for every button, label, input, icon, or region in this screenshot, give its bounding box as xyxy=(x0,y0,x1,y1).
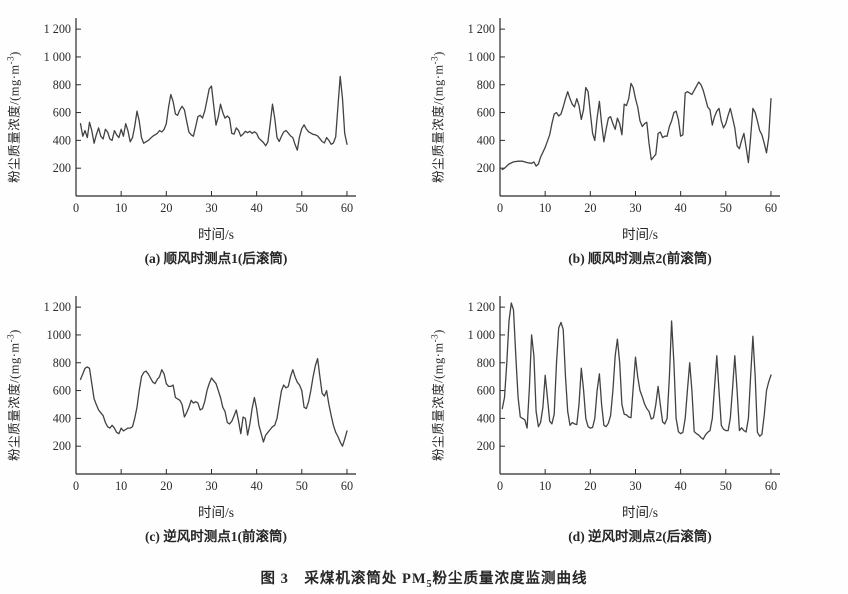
svg-text:20: 20 xyxy=(584,201,596,215)
svg-text:40: 40 xyxy=(251,201,263,215)
svg-text:800: 800 xyxy=(53,356,71,370)
svg-text:200: 200 xyxy=(477,161,495,175)
svg-text:200: 200 xyxy=(477,439,495,453)
y-axis-label-suffix: ) xyxy=(431,51,446,56)
svg-text:600: 600 xyxy=(477,106,495,120)
plot-column-a: 200 400 600 800 1 000 1 200 0 10 20 30 40 50 60 时间/s… xyxy=(26,12,366,278)
svg-text:400: 400 xyxy=(477,133,495,147)
svg-text:1 200: 1 200 xyxy=(468,300,495,314)
svg-text:0: 0 xyxy=(73,201,79,215)
plot-canvas-a: 200 400 600 800 1 000 1 200 0 10 20 30 40 50 60 xyxy=(44,18,356,215)
plot-canvas-c: 200 400 600 800 1000 1 200 0 10 20 30 40 50 60 xyxy=(44,296,356,493)
plot-canvas-d: 200 400 600 800 1 000 1 200 0 10 20 30 40 50 60 xyxy=(468,296,780,493)
svg-text:200: 200 xyxy=(53,439,71,453)
svg-text:0: 0 xyxy=(73,479,79,493)
svg-text:1 000: 1 000 xyxy=(468,328,495,342)
y-axis-label-suffix: ) xyxy=(7,51,22,56)
plot-canvas-b: 200 400 600 800 1 000 1 200 0 10 20 30 40 50 60 xyxy=(468,18,780,215)
svg-text:20: 20 xyxy=(160,479,172,493)
y-axis-label-text: 粉尘质量浓度/(mg·m xyxy=(431,342,446,461)
subplot-caption-d: (d) 逆风时测点2(后滚筒) xyxy=(568,529,712,544)
y-axis-label-superscript: -3 xyxy=(5,55,16,65)
subplot-caption-b: (b) 顺风时测点2(前滚筒) xyxy=(568,251,712,266)
svg-text:30: 30 xyxy=(205,479,217,493)
svg-text:50: 50 xyxy=(296,479,308,493)
svg-text:400: 400 xyxy=(53,411,71,425)
svg-text:10: 10 xyxy=(539,201,551,215)
plot-column-b: 200 400 600 800 1 000 1 200 0 10 20 30 40 50 60 时间/s… xyxy=(450,12,790,278)
svg-text:600: 600 xyxy=(53,384,71,398)
subplot-c: 粉尘质量浓度/(mg·m-3) 200 400 600 800 1000 1 200 0 10… xyxy=(0,278,424,558)
figure-caption-subscript: 5 xyxy=(426,578,433,590)
svg-text:40: 40 xyxy=(675,479,687,493)
subplot-caption-c: (c) 逆风时测点1(前滚筒) xyxy=(144,529,288,544)
subplot-d: 粉尘质量浓度/(mg·m-3) 200 400 600 800 1 000 1 200 0 1… xyxy=(424,278,848,558)
svg-text:10: 10 xyxy=(539,479,551,493)
svg-text:400: 400 xyxy=(53,133,71,147)
x-axis-label-b: 时间/s xyxy=(621,227,658,242)
svg-text:200: 200 xyxy=(53,161,71,175)
y-axis-label-text: 粉尘质量浓度/(mg·m xyxy=(431,64,446,183)
svg-text:40: 40 xyxy=(675,201,687,215)
subplot-b: 粉尘质量浓度/(mg·m-3) 200 400 600 800 1 000 1 200 0 1… xyxy=(424,0,848,278)
figure-caption: 图 3 采煤机滚筒处 PM5粉尘质量浓度监测曲线 xyxy=(0,567,848,590)
y-axis-label-suffix: ) xyxy=(7,329,22,334)
svg-text:0: 0 xyxy=(497,479,503,493)
svg-text:1 200: 1 200 xyxy=(44,22,71,36)
plot-column-d: 200 400 600 800 1 000 1 200 0 10 20 30 40 50 60 时间/s… xyxy=(450,290,790,558)
svg-text:800: 800 xyxy=(477,78,495,92)
svg-text:50: 50 xyxy=(296,201,308,215)
svg-text:30: 30 xyxy=(629,201,641,215)
svg-text:400: 400 xyxy=(477,411,495,425)
y-axis-label-suffix: ) xyxy=(431,329,446,334)
svg-text:20: 20 xyxy=(584,479,596,493)
y-axis-label-superscript: -3 xyxy=(429,55,440,65)
y-axis-label-superscript: -3 xyxy=(429,333,440,343)
svg-text:10: 10 xyxy=(115,201,127,215)
svg-text:50: 50 xyxy=(720,479,732,493)
plot-column-c: 200 400 600 800 1000 1 200 0 10 20 30 40 50 60 时间/s … xyxy=(26,290,366,558)
y-axis-label-text: 粉尘质量浓度/(mg·m xyxy=(7,342,22,461)
x-axis-label-a: 时间/s xyxy=(197,227,234,242)
figure-caption-prefix: 图 3 采煤机滚筒处 PM xyxy=(260,571,427,587)
svg-text:60: 60 xyxy=(765,479,777,493)
svg-text:0: 0 xyxy=(497,201,503,215)
svg-text:1 000: 1 000 xyxy=(468,50,495,64)
svg-text:1 200: 1 200 xyxy=(44,300,71,314)
y-axis-label-d: 粉尘质量浓度/(mg·m-3) xyxy=(424,290,450,500)
svg-text:600: 600 xyxy=(477,384,495,398)
y-axis-label-c: 粉尘质量浓度/(mg·m-3) xyxy=(0,290,26,500)
svg-text:1 000: 1 000 xyxy=(44,50,71,64)
y-axis-label-text: 粉尘质量浓度/(mg·m xyxy=(7,64,22,183)
svg-text:60: 60 xyxy=(341,201,353,215)
svg-text:50: 50 xyxy=(720,201,732,215)
svg-text:600: 600 xyxy=(53,106,71,120)
svg-text:30: 30 xyxy=(629,479,641,493)
svg-text:1000: 1000 xyxy=(47,328,71,342)
svg-text:60: 60 xyxy=(765,201,777,215)
figure-caption-suffix: 粉尘质量浓度监测曲线 xyxy=(432,571,588,587)
svg-text:10: 10 xyxy=(115,479,127,493)
svg-text:1 200: 1 200 xyxy=(468,22,495,36)
subplot-caption-a: (a) 顺风时测点1(后滚筒) xyxy=(144,251,288,266)
y-axis-label-b: 粉尘质量浓度/(mg·m-3) xyxy=(424,12,450,222)
svg-text:30: 30 xyxy=(205,201,217,215)
svg-text:60: 60 xyxy=(341,479,353,493)
x-axis-label-c: 时间/s xyxy=(197,505,234,520)
y-axis-label-superscript: -3 xyxy=(5,333,16,343)
svg-text:20: 20 xyxy=(160,201,172,215)
x-axis-label-d: 时间/s xyxy=(621,505,658,520)
subplot-grid: 粉尘质量浓度/(mg·m-3) 200 400 600 800 1 000 1 200 0 1… xyxy=(0,0,848,558)
svg-text:800: 800 xyxy=(477,356,495,370)
svg-text:40: 40 xyxy=(251,479,263,493)
svg-text:800: 800 xyxy=(53,78,71,92)
subplot-a: 粉尘质量浓度/(mg·m-3) 200 400 600 800 1 000 1 200 0 1… xyxy=(0,0,424,278)
y-axis-label-a: 粉尘质量浓度/(mg·m-3) xyxy=(0,12,26,222)
